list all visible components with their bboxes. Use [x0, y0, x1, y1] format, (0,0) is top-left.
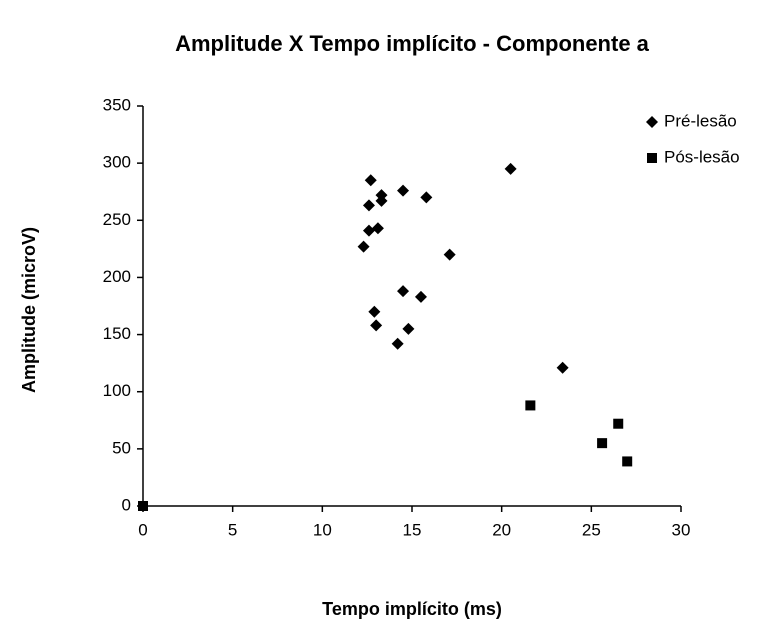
square-marker [525, 400, 536, 411]
x-tick-label: 20 [492, 520, 511, 539]
diamond-marker [504, 162, 517, 175]
diamond-marker [357, 240, 370, 253]
x-tick-label: 15 [403, 520, 422, 539]
square-marker [647, 153, 657, 163]
x-tick-label: 0 [138, 520, 147, 539]
diamond-marker [402, 322, 415, 335]
legend-label: Pós-lesão [664, 147, 740, 166]
x-tick-label: 30 [672, 520, 691, 539]
x-axis-label: Tempo implícito (ms) [322, 599, 502, 619]
diamond-marker [370, 319, 383, 332]
diamond-marker [368, 305, 381, 318]
y-tick-label: 200 [103, 267, 131, 286]
y-tick-label: 250 [103, 210, 131, 229]
diamond-marker [646, 116, 658, 128]
y-tick-label: 50 [112, 438, 131, 457]
diamond-marker [391, 337, 404, 350]
y-tick-label: 150 [103, 324, 131, 343]
diamond-marker [375, 194, 388, 207]
y-tick-label: 300 [103, 153, 131, 172]
x-tick-label: 25 [582, 520, 601, 539]
diamond-marker [364, 174, 377, 187]
diamond-marker [362, 224, 375, 237]
x-tick-label: 10 [313, 520, 332, 539]
diamond-marker [371, 222, 384, 235]
diamond-marker [397, 184, 410, 197]
y-tick-label: 100 [103, 381, 131, 400]
y-axis-label: Amplitude (microV) [19, 227, 39, 393]
x-tick-label: 5 [228, 520, 237, 539]
square-marker [597, 438, 608, 449]
square-marker [622, 456, 633, 467]
diamond-marker [420, 191, 433, 204]
diamond-marker [397, 285, 410, 298]
diamond-marker [414, 290, 427, 303]
diamond-marker [362, 199, 375, 212]
square-marker [613, 418, 624, 429]
y-tick-label: 350 [103, 95, 131, 114]
diamond-marker [443, 248, 456, 261]
square-marker [138, 501, 148, 511]
y-tick-label: 0 [122, 495, 131, 514]
legend-label: Pré-lesão [664, 111, 737, 130]
diamond-marker [556, 361, 569, 374]
chart-title: Amplitude X Tempo implícito - Componente… [175, 31, 650, 56]
